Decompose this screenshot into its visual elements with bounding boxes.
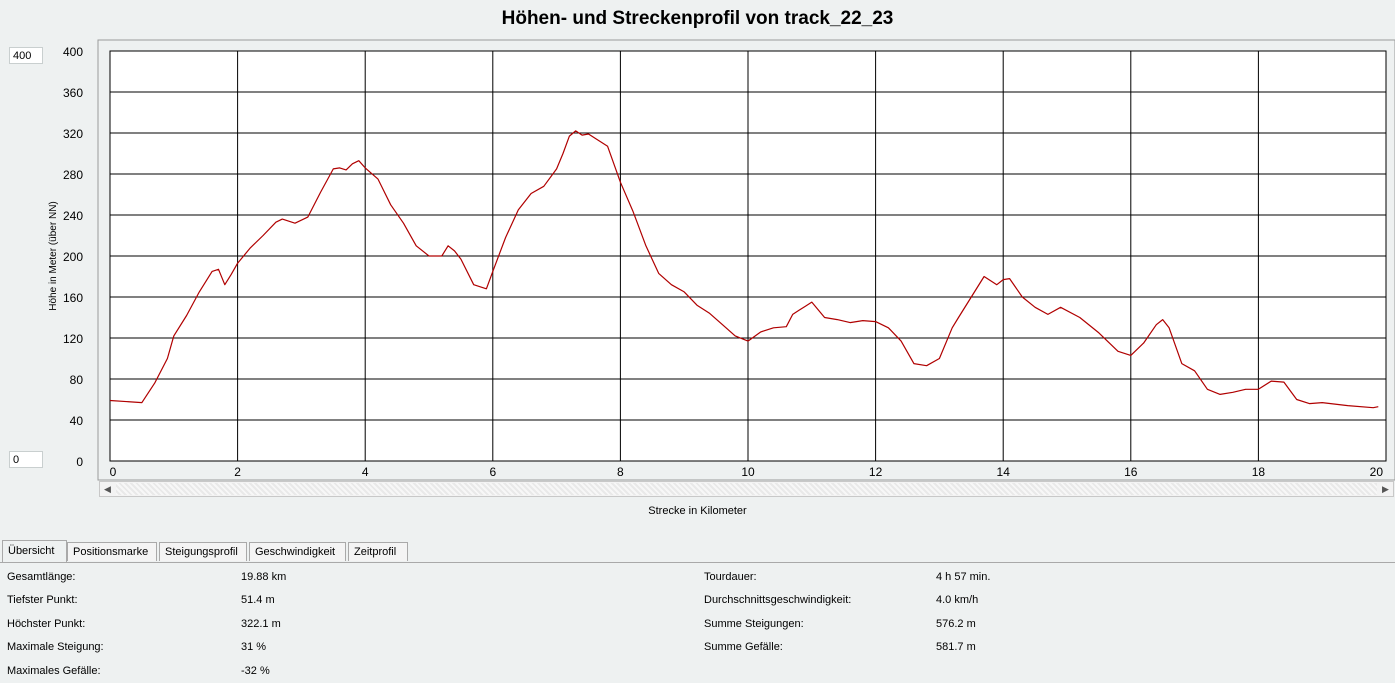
x-tick-label-0: 0 <box>110 465 117 479</box>
x-tick-label-4: 8 <box>617 465 624 479</box>
stat-label-highest-point: Höchster Punkt: <box>7 618 86 630</box>
elevation-chart: 0 2 4 6 8 10 12 14 16 18 2004080120160200240280320… <box>48 39 1395 481</box>
tab-time-profile[interactable]: Zeitprofil <box>348 542 408 561</box>
stat-label-total-ascent: Summe Steigungen: <box>704 618 804 630</box>
x-tick-label-1: 2 <box>234 465 241 479</box>
y-tick-label-10: 400 <box>63 45 83 59</box>
y-tick-label-9: 360 <box>63 86 83 100</box>
stat-value-lowest-point: 51.4 m <box>241 594 275 606</box>
stat-value-max-incline: 31 % <box>241 641 267 653</box>
stat-value-total-descent: 581.7 m <box>936 641 976 653</box>
x-tick-label-8: 16 <box>1124 465 1138 479</box>
stat-label-duration: Tourdauer: <box>704 571 757 583</box>
elevation-profile-line <box>109 130 1379 409</box>
stat-value-highest-point: 322.1 m <box>241 618 281 630</box>
stat-label-max-decline: Maximales Gefälle: <box>7 665 101 677</box>
y-tick-label-0: 0 <box>76 455 83 469</box>
stat-label-avg-speed: Durchschnittsgeschwindigkeit: <box>704 594 852 606</box>
stat-value-avg-speed: 4.0 km/h <box>936 594 979 606</box>
scroll-track[interactable] <box>116 483 1377 495</box>
scroll-right-icon[interactable]: ▶ <box>1382 484 1389 494</box>
y-range-max-input[interactable]: 400 <box>9 47 43 64</box>
x-tick-label-10: 20 <box>1370 465 1384 479</box>
x-tick-label-5: 10 <box>741 465 755 479</box>
x-tick-label-3: 6 <box>489 465 496 479</box>
y-tick-label-4: 160 <box>63 291 83 305</box>
x-tick-label-6: 12 <box>869 465 883 479</box>
stat-value-duration: 4 h 57 min. <box>936 571 991 583</box>
stat-label-total-descent: Summe Gefälle: <box>704 641 783 653</box>
scroll-left-icon[interactable]: ◀ <box>104 484 111 494</box>
stat-label-max-incline: Maximale Steigung: <box>7 641 104 653</box>
horizontal-scrollbar[interactable]: ◀ ▶ <box>99 481 1394 497</box>
stat-value-total-length: 19.88 km <box>241 571 287 583</box>
y-axis-label: Höhe in Meter (über NN) <box>48 201 59 310</box>
tab-speed[interactable]: Geschwindigkeit <box>249 542 346 561</box>
x-tick-label-9: 18 <box>1252 465 1266 479</box>
y-tick-label-5: 200 <box>63 250 83 264</box>
tab-gradient-profile[interactable]: Steigungsprofil <box>159 542 247 561</box>
y-range-min-input[interactable]: 0 <box>9 451 43 468</box>
y-tick-label-3: 120 <box>63 332 83 346</box>
y-tick-label-8: 320 <box>63 127 83 141</box>
x-axis-label: Strecke in Kilometer <box>648 505 747 517</box>
y-tick-label-2: 80 <box>70 373 84 387</box>
chart-title: Höhen- und Streckenprofil von track_22_2… <box>501 8 894 29</box>
stat-value-total-ascent: 576.2 m <box>936 618 976 630</box>
y-tick-label-1: 40 <box>70 414 84 428</box>
y-tick-label-7: 280 <box>63 168 83 182</box>
stat-label-total-length: Gesamtlänge: <box>7 571 76 583</box>
tab-bar: Übersicht Positionsmarke Steigungsprofil… <box>0 540 1395 563</box>
stat-value-max-decline: -32 % <box>241 665 270 677</box>
x-tick-label-2: 4 <box>362 465 369 479</box>
stat-label-lowest-point: Tiefster Punkt: <box>7 594 78 606</box>
y-tick-label-6: 240 <box>63 209 83 223</box>
tab-position-marker[interactable]: Positionsmarke <box>67 542 157 561</box>
x-tick-label-7: 14 <box>997 465 1011 479</box>
tab-overview[interactable]: Übersicht <box>2 540 67 562</box>
